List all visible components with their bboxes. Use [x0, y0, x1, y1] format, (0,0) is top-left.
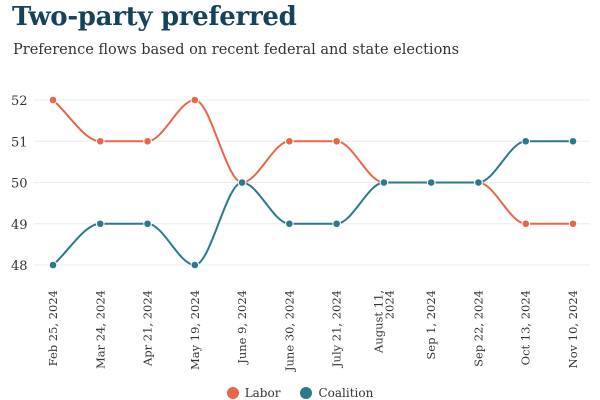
x-tick-label-line: August 11,: [371, 290, 385, 354]
x-tick-label-line: Sep 22, 2024: [471, 290, 485, 367]
series-line-labor: [52, 98, 573, 225]
page-title: Two-party preferred: [12, 2, 297, 32]
x-tick-label-line: Feb 25, 2024: [46, 290, 60, 366]
data-point-labor[interactable]: [48, 95, 58, 105]
series-points: [48, 95, 578, 270]
data-point-labor[interactable]: [190, 95, 200, 105]
x-tick-label-line: Oct 13, 2024: [519, 290, 533, 365]
x-tick-label-line: Mar 24, 2024: [93, 290, 107, 369]
legend: Labor Coalition: [0, 386, 600, 400]
data-point-coalition[interactable]: [95, 219, 105, 229]
x-tick-label: May 19, 2024: [188, 290, 202, 370]
y-tick-label: 51: [11, 135, 28, 150]
y-tick-label: 50: [11, 177, 28, 192]
data-point-coalition[interactable]: [521, 136, 531, 146]
legend-label-labor: Labor: [244, 386, 281, 400]
x-tick-label: June 30, 2024: [282, 290, 296, 372]
x-tick-label: June 9, 2024: [235, 290, 249, 365]
data-point-labor[interactable]: [332, 136, 341, 146]
data-point-coalition[interactable]: [190, 260, 200, 270]
x-tick-label-line: July 21, 2024: [330, 290, 344, 368]
y-tick-label: 49: [11, 218, 28, 233]
x-tick-label-line: Nov 10, 2024: [566, 290, 580, 368]
data-point-coalition[interactable]: [143, 219, 152, 229]
page-subtitle: Preference flows based on recent federal…: [13, 42, 460, 58]
line-chart: 48 49 50 51 52 Feb 25, 2024 Mar 24, 2024 Apr 2…: [11, 94, 590, 372]
legend-marker-coalition: [300, 387, 313, 399]
x-tick-label: Nov 10, 2024: [566, 290, 580, 368]
data-point-coalition[interactable]: [379, 178, 389, 187]
y-tick-label: 48: [11, 259, 28, 274]
data-point-coalition[interactable]: [426, 178, 436, 187]
data-point-labor[interactable]: [521, 219, 531, 229]
legend-label-coalition: Coalition: [318, 386, 374, 400]
legend-item-coalition[interactable]: Coalition: [300, 386, 373, 400]
data-point-coalition[interactable]: [48, 260, 58, 270]
x-tick-label: Sep 1, 2024: [424, 290, 438, 360]
x-tick-label-line: May 19, 2024: [188, 290, 202, 370]
x-tick-label-line: Sep 1, 2024: [424, 290, 438, 360]
data-point-coalition[interactable]: [332, 219, 341, 229]
data-point-coalition[interactable]: [285, 219, 294, 229]
x-tick-label: Feb 25, 2024: [46, 290, 60, 366]
data-point-coalition[interactable]: [474, 178, 483, 187]
data-point-coalition[interactable]: [237, 178, 247, 187]
x-tick-label: Apr 21, 2024: [141, 290, 155, 367]
x-tick-label: Oct 13, 2024: [519, 290, 533, 365]
x-tick-label: Mar 24, 2024: [93, 290, 107, 369]
data-point-labor[interactable]: [95, 136, 105, 146]
x-tick-label: July 21, 2024: [330, 290, 344, 368]
x-tick-label-line: June 30, 2024: [282, 290, 296, 372]
y-tick-label: 52: [11, 94, 28, 109]
data-point-labor[interactable]: [143, 136, 152, 146]
legend-item-labor[interactable]: Labor: [226, 386, 281, 400]
x-tick-label: Sep 22, 2024: [471, 290, 485, 367]
grid-lines: [34, 99, 590, 266]
x-tick-label-line: 2024: [382, 290, 396, 319]
x-axis-ticks: Feb 25, 2024 Mar 24, 2024 Apr 21, 2024 May …: [46, 290, 580, 372]
x-tick-label-line: Apr 21, 2024: [141, 290, 155, 367]
x-tick-label: August 11,2024: [371, 290, 396, 354]
y-axis-ticks: 48 49 50 51 52: [11, 94, 28, 274]
data-point-labor[interactable]: [285, 136, 294, 146]
series-line-coalition: [52, 140, 573, 267]
x-tick-label-line: June 9, 2024: [235, 290, 249, 365]
legend-marker-labor: [226, 387, 239, 399]
data-point-labor[interactable]: [568, 219, 578, 229]
data-point-coalition[interactable]: [568, 136, 578, 146]
